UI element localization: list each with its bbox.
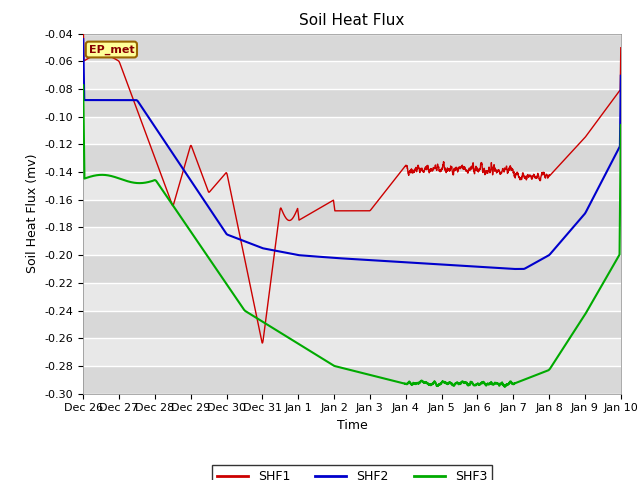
Legend: SHF1, SHF2, SHF3: SHF1, SHF2, SHF3 — [212, 465, 492, 480]
SHF3 — [548, 362, 556, 368]
SHF2 — [79, 36, 87, 42]
SHF1 — [259, 340, 266, 346]
Bar — [83, 283, 621, 311]
Bar — [83, 117, 621, 144]
Text: EP_met: EP_met — [88, 44, 134, 55]
SHF1 — [309, 209, 317, 215]
Bar — [83, 89, 621, 117]
SHF2 — [548, 249, 556, 254]
Bar — [83, 34, 621, 61]
SHF1 — [285, 217, 293, 223]
Bar — [83, 144, 621, 172]
SHF1 — [607, 100, 614, 106]
Bar — [83, 255, 621, 283]
SHF3 — [79, 82, 87, 88]
SHF1 — [79, 17, 87, 23]
Bar — [83, 366, 621, 394]
Bar — [83, 311, 621, 338]
SHF3 — [309, 350, 317, 356]
Bar — [83, 172, 621, 200]
Bar — [83, 200, 621, 228]
SHF1 — [141, 127, 148, 133]
Line: SHF2: SHF2 — [83, 39, 621, 269]
SHF3 — [173, 208, 180, 214]
Bar — [83, 61, 621, 89]
SHF1 — [548, 170, 556, 176]
SHF2 — [617, 73, 625, 79]
SHF1 — [173, 192, 180, 197]
SHF3 — [617, 122, 625, 128]
X-axis label: Time: Time — [337, 419, 367, 432]
Y-axis label: Soil Heat Flux (mv): Soil Heat Flux (mv) — [26, 154, 39, 273]
Line: SHF1: SHF1 — [83, 20, 621, 343]
SHF2 — [511, 266, 518, 272]
SHF3 — [285, 336, 293, 341]
Line: SHF3: SHF3 — [83, 85, 621, 387]
Bar — [83, 338, 621, 366]
SHF2 — [141, 108, 148, 114]
SHF2 — [285, 251, 293, 256]
SHF1 — [617, 45, 625, 50]
SHF3 — [607, 267, 614, 273]
SHF3 — [141, 180, 148, 186]
SHF2 — [607, 162, 614, 168]
Title: Soil Heat Flux: Soil Heat Flux — [300, 13, 404, 28]
SHF2 — [309, 253, 317, 259]
Bar — [83, 228, 621, 255]
SHF3 — [501, 384, 509, 390]
SHF2 — [173, 156, 180, 162]
